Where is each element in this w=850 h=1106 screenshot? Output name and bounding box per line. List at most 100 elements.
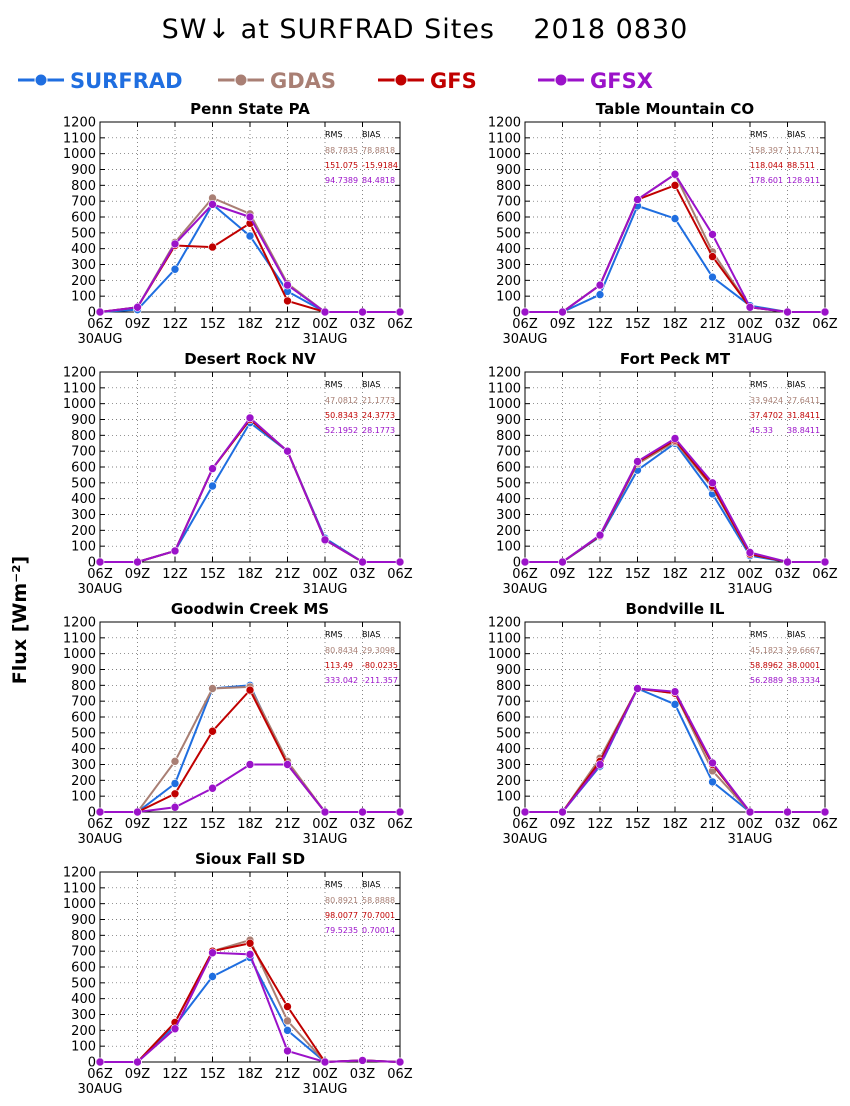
stats-header-rms: RMS xyxy=(325,880,343,889)
stats-header-bias: BIAS xyxy=(787,630,805,639)
series-gfsx xyxy=(95,760,405,817)
series-gfs xyxy=(95,685,405,817)
stats-rms-value: 80.8434 xyxy=(325,646,358,655)
x-tick-label: 06Z xyxy=(387,817,413,832)
stats-table: RMS BIAS 88.7835 78.8818 151.075 -15.9184 94.7… xyxy=(325,130,398,185)
data-point xyxy=(245,950,255,959)
x-tick-label: 21Z xyxy=(700,317,726,332)
y-tick-label: 600 xyxy=(71,961,96,976)
series-surfrad xyxy=(520,438,830,567)
series-gfs xyxy=(520,435,830,567)
panel-title: Table Mountain CO xyxy=(596,100,754,118)
data-point xyxy=(708,758,717,768)
data-point xyxy=(208,684,217,693)
legend-label: GDAS xyxy=(270,69,336,93)
data-point xyxy=(133,1057,142,1067)
y-tick-label: 700 xyxy=(71,445,96,460)
y-tick-label: 0 xyxy=(88,1056,96,1071)
y-tick-label: 1000 xyxy=(488,397,521,412)
data-point xyxy=(283,1046,292,1056)
y-tick-label: 600 xyxy=(496,461,521,476)
y-tick-label: 100 xyxy=(71,290,96,305)
series-gfs xyxy=(95,415,405,567)
stats-bias-value: 31.8411 xyxy=(787,411,820,420)
stats-rms-value: 79.5235 xyxy=(325,926,358,935)
x-tick-label: 12Z xyxy=(162,567,188,582)
x-date-label: 31AUG xyxy=(302,1082,347,1097)
series-line xyxy=(100,763,400,813)
data-point xyxy=(708,478,717,488)
data-point xyxy=(670,687,680,696)
x-date-label: 30AUG xyxy=(77,332,122,347)
stats-header-bias: BIAS xyxy=(362,380,380,389)
stats-bias-value: -80.0235 xyxy=(362,661,398,670)
data-point xyxy=(170,1024,180,1034)
series-gfsx xyxy=(95,200,405,317)
x-tick-label: 03Z xyxy=(775,317,801,332)
data-point xyxy=(783,557,792,567)
x-tick-label: 21Z xyxy=(275,317,301,332)
chart-panel: Penn State PA 010020030040050060070080090… xyxy=(63,100,413,347)
y-tick-label: 800 xyxy=(496,179,521,194)
series-surfrad xyxy=(95,681,405,817)
data-point xyxy=(820,807,830,817)
y-tick-label: 600 xyxy=(71,461,96,476)
x-tick-label: 06Z xyxy=(87,317,113,332)
y-tick-label: 100 xyxy=(496,290,521,305)
stats-table: RMS BIAS 33.9424 27.6411 37.4702 31.8411 45.33… xyxy=(750,380,820,435)
y-tick-label: 300 xyxy=(71,258,96,273)
data-point xyxy=(395,557,405,567)
stats-header-bias: BIAS xyxy=(362,130,380,139)
x-tick-label: 06Z xyxy=(512,317,538,332)
y-tick-label: 0 xyxy=(88,556,96,571)
y-tick-label: 700 xyxy=(71,945,96,960)
x-tick-label: 06Z xyxy=(512,817,538,832)
stats-table: RMS BIAS 158.397 111.711 118.044 88.511 178.60… xyxy=(750,130,820,185)
x-tick-label: 15Z xyxy=(625,567,651,582)
x-tick-label: 15Z xyxy=(200,317,226,332)
y-tick-label: 1100 xyxy=(63,631,96,646)
y-tick-label: 800 xyxy=(71,929,96,944)
stats-rms-value: 45.1823 xyxy=(750,646,783,655)
stats-bias-value: 27.6411 xyxy=(787,396,820,405)
data-point xyxy=(595,530,605,540)
stats-header-rms: RMS xyxy=(325,130,343,139)
data-point xyxy=(133,807,142,817)
x-tick-label: 06Z xyxy=(387,317,413,332)
y-tick-label: 0 xyxy=(513,306,521,321)
x-tick-label: 18Z xyxy=(237,567,263,582)
y-tick-label: 400 xyxy=(496,242,521,257)
y-tick-label: 0 xyxy=(88,306,96,321)
data-point xyxy=(170,789,180,799)
y-tick-label: 1200 xyxy=(488,116,521,131)
legend-marker xyxy=(554,73,568,87)
stats-bias-value: 70.7001 xyxy=(362,911,395,920)
figure-title: SW↓ at SURFRAD Sites 2018 0830 xyxy=(161,14,689,45)
x-tick-label: 09Z xyxy=(550,817,576,832)
data-point xyxy=(395,807,405,817)
stats-header-rms: RMS xyxy=(325,630,343,639)
x-tick-label: 06Z xyxy=(387,567,413,582)
x-tick-label: 09Z xyxy=(125,1067,151,1082)
data-point xyxy=(208,200,217,209)
data-point xyxy=(245,685,255,695)
stats-rms-value: 94.7389 xyxy=(325,176,358,185)
stats-bias-value: 88.511 xyxy=(787,161,815,170)
x-tick-label: 12Z xyxy=(587,567,613,582)
y-tick-label: 700 xyxy=(496,195,521,210)
y-tick-label: 1100 xyxy=(63,381,96,396)
data-point xyxy=(633,457,642,466)
data-point xyxy=(820,557,830,567)
stats-header-bias: BIAS xyxy=(787,130,805,139)
data-point xyxy=(783,807,792,817)
chart-panel: Sioux Fall SD 010020030040050060070080090… xyxy=(63,850,413,1097)
stats-header-bias: BIAS xyxy=(362,630,380,639)
stats-bias-value: 29.3098 xyxy=(362,646,395,655)
data-point xyxy=(283,1026,292,1035)
x-tick-label: 06Z xyxy=(812,317,838,332)
data-point xyxy=(783,307,792,317)
stats-bias-value: 38.8411 xyxy=(787,426,820,435)
y-tick-label: 500 xyxy=(71,976,96,991)
y-axis-label: Flux [Wm⁻²] xyxy=(9,556,31,684)
data-point xyxy=(245,212,255,222)
